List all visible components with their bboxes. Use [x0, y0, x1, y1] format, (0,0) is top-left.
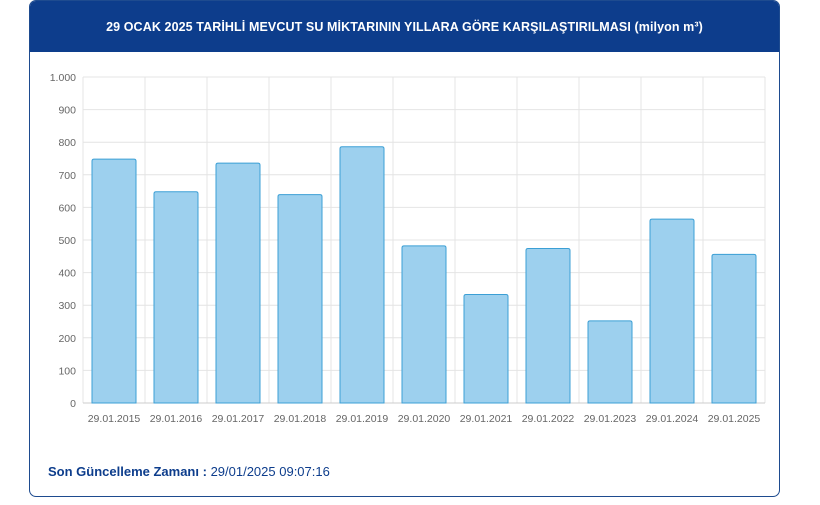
last-update-value: 29/01/2025 09:07:16	[210, 464, 330, 479]
bar	[587, 320, 633, 404]
y-tick-label: 900	[58, 105, 76, 117]
y-tick-label: 700	[58, 170, 76, 182]
y-tick-label: 1.000	[50, 72, 76, 84]
y-tick-label: 400	[58, 268, 76, 280]
bar	[711, 253, 757, 404]
y-tick-label: 100	[58, 365, 76, 377]
y-tick-label: 500	[58, 235, 76, 247]
x-tick-label: 29.01.2018	[274, 413, 327, 425]
y-tick-label: 600	[58, 202, 76, 214]
x-tick-label: 29.01.2024	[646, 413, 699, 425]
x-tick-label: 29.01.2020	[398, 413, 451, 425]
y-tick-label: 0	[70, 398, 76, 410]
bar	[649, 218, 695, 404]
x-tick-label: 29.01.2022	[522, 413, 575, 425]
bar	[339, 146, 385, 404]
x-tick-label: 29.01.2025	[708, 413, 761, 425]
last-update: Son Güncelleme Zamanı : 29/01/2025 09:07…	[48, 464, 330, 479]
y-tick-label: 200	[58, 333, 76, 345]
bar-chart: 0 100 200 300 400 500 600 700 800 900 1.000 29.01.2…	[50, 72, 766, 425]
bar	[525, 247, 571, 404]
bar	[277, 194, 323, 404]
y-tick-label: 300	[58, 300, 76, 312]
chart-title: 29 OCAK 2025 TARİHLİ MEVCUT SU MİKTARINI…	[30, 1, 779, 52]
y-tick-label: 800	[58, 137, 76, 149]
bar	[153, 191, 199, 404]
bar	[91, 158, 137, 404]
x-tick-label: 29.01.2021	[460, 413, 513, 425]
x-tick-label: 29.01.2016	[150, 413, 203, 425]
chart-card: 29 OCAK 2025 TARİHLİ MEVCUT SU MİKTARINI…	[29, 0, 780, 497]
x-tick-label: 29.01.2017	[212, 413, 265, 425]
x-tick-label: 29.01.2015	[88, 413, 141, 425]
last-update-label: Son Güncelleme Zamanı :	[48, 464, 207, 479]
bar	[401, 245, 447, 404]
bar	[463, 293, 509, 404]
x-tick-label: 29.01.2019	[336, 413, 389, 425]
x-tick-label: 29.01.2023	[584, 413, 637, 425]
bar	[215, 162, 261, 404]
